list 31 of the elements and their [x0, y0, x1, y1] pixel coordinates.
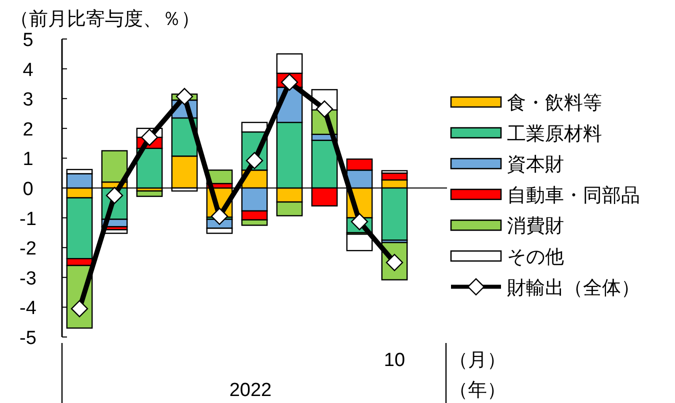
point: [280, 74, 298, 91]
point: [176, 88, 194, 106]
legend-label: 資本財: [507, 154, 564, 176]
y-axis-title: （前月比寄与度、％）: [10, 8, 200, 30]
y-tick-label: 5: [22, 30, 34, 51]
legend-label: 工業原材料: [507, 124, 602, 145]
legend-label: 自動車・同部品: [507, 184, 640, 206]
legend-label: 食・飲料等: [507, 93, 602, 114]
y-tick-label: 1: [22, 149, 34, 170]
x-tick-label: 10: [384, 350, 406, 371]
point: [140, 128, 158, 146]
legend-label: その他: [507, 247, 564, 268]
y-tick-label: 3: [22, 90, 34, 111]
y-tick-label: -2: [20, 238, 36, 260]
bar: [136, 190, 163, 197]
y-tick-label: 4: [22, 60, 34, 81]
legend-label: 消費財: [507, 216, 564, 238]
point: [210, 208, 228, 225]
y-tick-label: 2: [22, 119, 34, 140]
y-tick-label: 0: [22, 179, 34, 200]
legend-label: 財輸出（全体）: [507, 278, 640, 299]
text: （月）: [449, 350, 506, 371]
text: 2022: [229, 380, 272, 401]
y-tick-label: -3: [20, 268, 36, 290]
y-tick-label: -1: [20, 208, 36, 230]
point: [246, 152, 264, 170]
point: [350, 213, 368, 230]
point: [70, 300, 88, 318]
y-tick-label: -5: [20, 328, 36, 349]
y-tick-label: -4: [20, 298, 37, 320]
text: （年）: [449, 380, 506, 401]
